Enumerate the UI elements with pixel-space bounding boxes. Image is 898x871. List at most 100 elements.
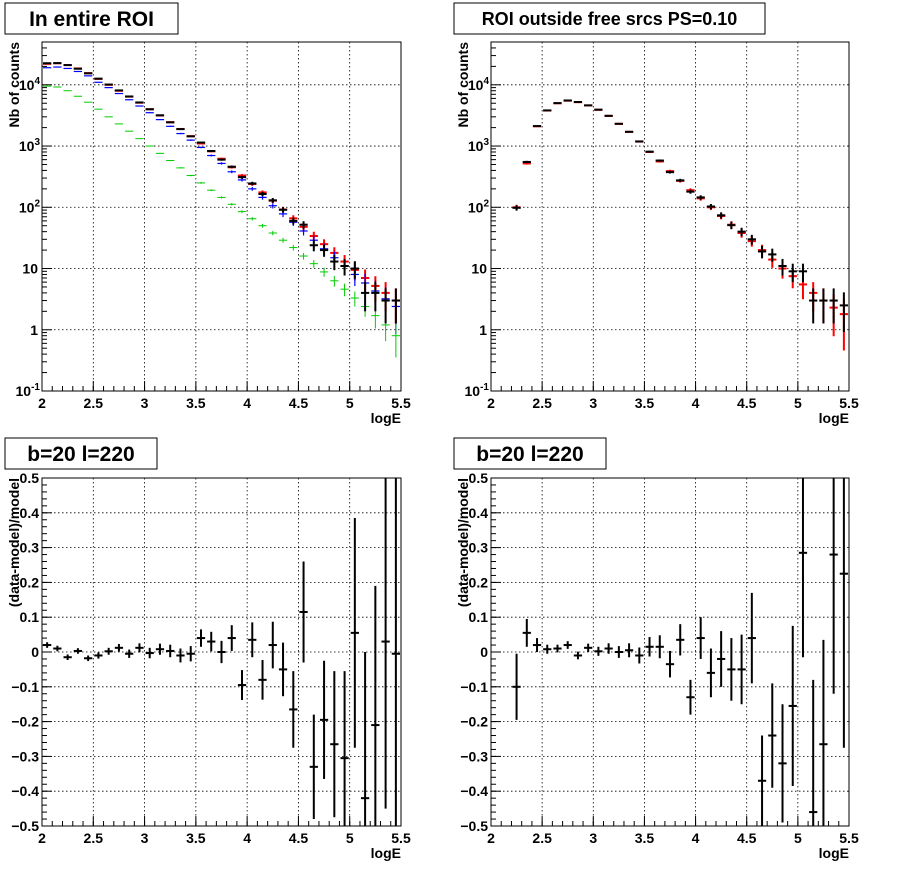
data-point <box>268 230 277 236</box>
series-1 <box>43 478 400 826</box>
x-tick-label: 2 <box>487 830 495 846</box>
chart-title: b=20 l=220 <box>27 443 134 466</box>
data-point <box>330 275 339 287</box>
x-tick-label: 2 <box>38 830 46 846</box>
data-layer <box>43 478 400 826</box>
data-point <box>125 95 134 98</box>
x-tick-label: 5 <box>346 395 354 411</box>
data-point <box>788 625 797 786</box>
data-point <box>563 641 572 649</box>
data-point <box>655 159 664 162</box>
data-point <box>706 648 716 698</box>
chart-panel-1: 2 2.5 3 3.5 4 4.5 5 5.5 10-1 1 10 102 103 104 logE Nb o… <box>4 2 411 426</box>
data-point <box>839 478 848 748</box>
data-point <box>829 478 838 694</box>
y-tick-label: 0 <box>480 644 488 660</box>
data-point <box>114 123 124 125</box>
y-tick-label: 102 <box>468 198 490 215</box>
x-tick-label: 3.5 <box>186 830 206 846</box>
series-2 <box>512 99 848 333</box>
data-point <box>268 198 277 203</box>
y-tick-label: 0.1 <box>20 609 40 625</box>
data-point <box>166 121 175 124</box>
x-tick-label: 2 <box>487 395 495 411</box>
data-point <box>340 283 349 297</box>
y-tick-label: 1 <box>479 322 487 338</box>
data-point <box>207 189 216 192</box>
data-point <box>155 643 165 655</box>
data-point <box>248 187 257 191</box>
y-tick-label: 0.2 <box>20 574 40 590</box>
data-point <box>819 288 828 324</box>
x-tick-label: 4 <box>692 830 700 846</box>
x-tick-label: 2.5 <box>84 830 104 846</box>
x-tick-label: 5 <box>794 395 802 411</box>
data-point <box>217 640 226 664</box>
y-tick-label: 0.5 <box>20 470 40 486</box>
data-point <box>543 109 552 112</box>
data-point <box>135 105 144 107</box>
data-point <box>196 629 206 647</box>
data-point <box>696 617 705 659</box>
x-tick-label: 4 <box>243 395 251 411</box>
data-point <box>371 585 380 826</box>
data-point <box>788 263 797 283</box>
data-point <box>340 258 349 276</box>
plot-frame <box>41 41 402 392</box>
data-point <box>768 248 777 262</box>
data-point <box>207 154 216 157</box>
x-tick-label: 5.5 <box>839 395 859 411</box>
data-point <box>104 87 113 89</box>
x-tick-label: 4 <box>243 830 251 846</box>
title-box <box>4 2 179 35</box>
x-axis-label: logE <box>819 845 849 861</box>
x-tick-label: 2.5 <box>532 830 552 846</box>
y-tick-label: −0.1 <box>11 679 39 695</box>
x-tick-label: 3 <box>141 395 149 411</box>
data-point <box>196 146 206 149</box>
data-point <box>258 223 267 228</box>
data-point <box>757 245 767 259</box>
chart-title: ROI outside free srcs PS=0.10 <box>482 9 738 29</box>
x-tick-label: 4.5 <box>737 395 757 411</box>
data-point <box>94 652 103 659</box>
y-tick-label: 0.4 <box>469 505 489 521</box>
data-point <box>512 653 521 720</box>
data-point <box>135 643 144 653</box>
plot-frame <box>490 41 850 392</box>
data-point <box>114 643 124 652</box>
y-tick-label: −0.2 <box>460 714 488 730</box>
data-point <box>125 99 134 101</box>
data-point <box>145 108 154 111</box>
data-point <box>778 704 787 823</box>
data-point <box>176 167 185 169</box>
data-point <box>584 104 593 107</box>
data-point <box>299 561 308 663</box>
data-point <box>553 644 562 653</box>
y-tick-label: 0 <box>31 644 39 660</box>
x-tick-label: 3.5 <box>186 395 206 411</box>
data-point <box>268 621 277 669</box>
data-point <box>227 165 236 168</box>
data-point <box>73 648 83 654</box>
data-point <box>543 644 552 654</box>
data-point <box>665 170 675 174</box>
series-1 <box>43 62 400 324</box>
data-point <box>207 149 216 152</box>
data-point <box>573 651 583 660</box>
data-point <box>381 288 390 324</box>
data-point <box>594 108 603 111</box>
data-point <box>166 125 175 127</box>
data-point <box>809 288 818 324</box>
x-tick-label: 5 <box>346 830 354 846</box>
x-tick-label: 4.5 <box>289 830 309 846</box>
data-point <box>350 291 359 307</box>
data-point <box>778 258 787 276</box>
data-point <box>737 634 746 705</box>
data-point <box>248 181 257 186</box>
data-point <box>839 292 848 333</box>
y-tick-label: 104 <box>19 76 41 93</box>
data-point <box>340 671 349 826</box>
data-point <box>289 217 298 225</box>
